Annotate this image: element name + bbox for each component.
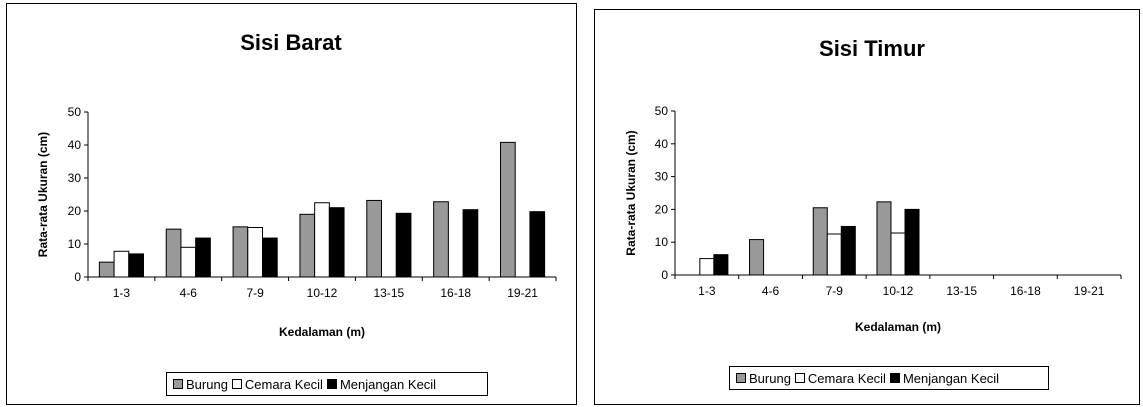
- legend-swatch: [326, 379, 337, 389]
- y-tick-label: 30: [655, 170, 669, 184]
- bar-cemara-kecil: [247, 227, 263, 278]
- bar-menjangan-kecil: [395, 212, 412, 278]
- x-tick-label: 19-21: [507, 286, 538, 300]
- bar-cemara-kecil: [180, 246, 197, 278]
- y-axis-title: Rata-rata Ukuran (cm): [36, 132, 50, 257]
- legend-swatch: [736, 373, 746, 383]
- bar-burung: [299, 213, 316, 278]
- y-tick-label: 20: [68, 204, 82, 218]
- legend-swatch: [231, 379, 242, 389]
- bar-menjangan-kecil: [261, 237, 278, 278]
- bar-burung: [749, 239, 765, 276]
- bar-burung: [876, 201, 892, 276]
- x-tick-label: 10-12: [883, 284, 914, 298]
- x-tick-label: 7-9: [246, 286, 264, 300]
- x-tick-label: 16-18: [440, 286, 471, 300]
- y-tick-label: 30: [68, 171, 82, 185]
- x-tick-label: 4-6: [762, 284, 780, 298]
- bar-cemara-kecil: [113, 250, 130, 278]
- chart-svg-sisi-timur: Sisi Timur Rata-rata Ukuran (cm) Kedalaman…: [624, 36, 1122, 334]
- bar-burung: [366, 199, 383, 278]
- legend-label: Cemara Kecil: [244, 376, 323, 392]
- bar-menjangan-kecil: [462, 209, 479, 278]
- y-tick-label: 40: [655, 137, 669, 151]
- bar-menjangan-kecil: [840, 225, 856, 276]
- bar-cemara-kecil: [890, 232, 906, 276]
- legend-label: Menjangan Kecil: [339, 376, 437, 392]
- bar-menjangan-kecil: [128, 253, 144, 278]
- bar-menjangan-kecil: [904, 208, 920, 276]
- bar-cemara-kecil: [826, 233, 842, 276]
- legend-item: Menjangan Kecil: [889, 370, 1000, 386]
- x-tick-label: 7-9: [826, 284, 844, 298]
- y-tick-label: 10: [68, 237, 82, 251]
- bar-cemara-kecil: [699, 258, 715, 276]
- bar-menjangan-kecil: [713, 254, 729, 276]
- x-tick-label: 4-6: [180, 286, 198, 300]
- legend-item: Cemara Kecil: [794, 370, 886, 386]
- bar-burung: [500, 141, 516, 278]
- chart-title: Sisi Barat: [240, 30, 342, 55]
- legend-swatch: [794, 373, 805, 383]
- x-tick-label: 16-18: [1010, 284, 1041, 298]
- x-tick-label: 1-3: [113, 286, 131, 300]
- chart-title: Sisi Timur: [819, 36, 925, 61]
- bar-burung: [433, 201, 449, 278]
- y-tick-label: 0: [661, 268, 668, 282]
- legend-item: Burung: [173, 377, 228, 392]
- y-tick-label: 50: [655, 104, 669, 118]
- x-tick-label: 1-3: [698, 284, 716, 298]
- bar-burung: [165, 228, 182, 278]
- legend-item: Menjangan Kecil: [326, 376, 437, 392]
- legend-label: Menjangan Kecil: [902, 370, 1000, 386]
- x-tick-label: 13-15: [374, 286, 405, 300]
- legend-swatch: [889, 373, 900, 383]
- bar-burung: [98, 261, 115, 278]
- bar-menjangan-kecil: [328, 207, 345, 278]
- bar-burung: [812, 207, 828, 276]
- y-tick-label: 0: [74, 270, 81, 284]
- y-tick-label: 40: [68, 138, 82, 152]
- x-tick-label: 13-15: [946, 284, 977, 298]
- chart-svg-sisi-barat: Sisi Barat Rata-rata Ukuran (cm) Kedalaman…: [36, 30, 557, 339]
- legend-sisi-barat: Burung Cemara Kecil Menjangan Kecil: [166, 372, 488, 396]
- x-axis-title: Kedalaman (m): [855, 320, 941, 334]
- y-tick-label: 20: [655, 202, 669, 216]
- legend-item: Cemara Kecil: [231, 376, 323, 392]
- legend-label: Burung: [749, 370, 791, 386]
- legend-label: Burung: [186, 376, 228, 392]
- bar-menjangan-kecil: [195, 237, 211, 278]
- x-axis-title: Kedalaman (m): [279, 325, 365, 339]
- bar-menjangan-kecil: [529, 211, 546, 278]
- chart-panel-sisi-barat: Sisi Barat Rata-rata Ukuran (cm) Kedalaman…: [6, 3, 577, 405]
- x-tick-label: 10-12: [307, 286, 338, 300]
- bar-cemara-kecil: [314, 202, 330, 278]
- legend-swatch: [173, 379, 183, 389]
- legend-sisi-timur: Burung Cemara Kecil Menjangan Kecil: [729, 366, 1049, 390]
- chart-panel-sisi-timur: Sisi Timur Rata-rata Ukuran (cm) Kedalaman…: [594, 9, 1140, 405]
- y-axis-title: Rata-rata Ukuran (cm): [624, 130, 638, 255]
- y-tick-label: 50: [68, 105, 82, 119]
- legend-item: Burung: [736, 371, 791, 386]
- bar-burung: [232, 226, 249, 278]
- y-tick-label: 10: [655, 235, 669, 249]
- legend-label: Cemara Kecil: [807, 370, 886, 386]
- x-tick-label: 19-21: [1074, 284, 1105, 298]
